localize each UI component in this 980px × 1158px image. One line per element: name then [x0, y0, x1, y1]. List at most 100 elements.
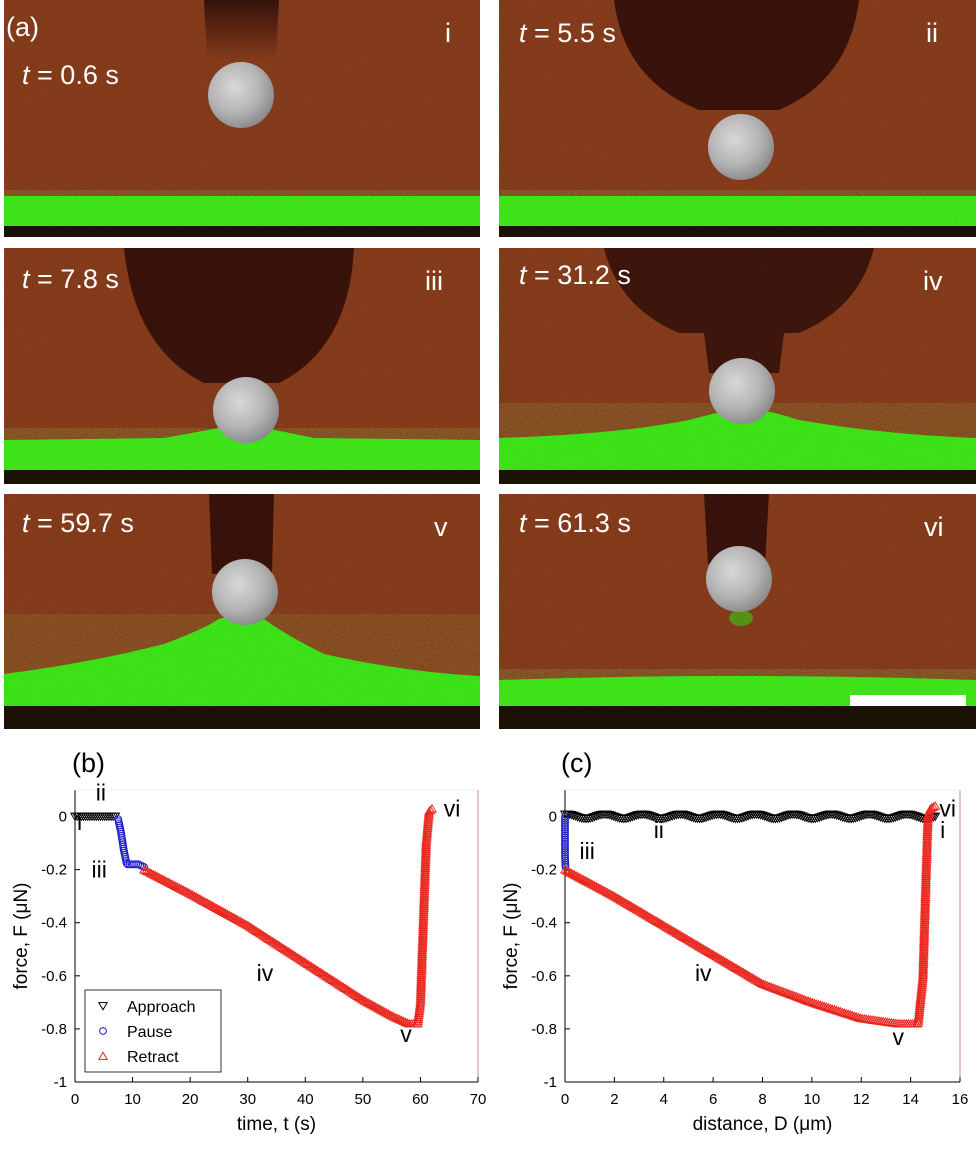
data-point [631, 811, 642, 821]
data-point [237, 917, 248, 927]
data-point [928, 802, 939, 811]
data-point [799, 813, 810, 822]
data-point [204, 899, 215, 908]
time-label: t = 5.5 s [519, 18, 616, 48]
data-point [674, 930, 686, 939]
data-point [396, 1015, 407, 1025]
data-point [629, 812, 640, 821]
data-point [760, 980, 771, 989]
data-point [415, 987, 426, 996]
data-point [574, 872, 585, 882]
data-point [292, 952, 303, 962]
data-point [801, 995, 812, 1005]
data-point [318, 969, 329, 979]
data-point [416, 957, 427, 967]
data-point [921, 856, 932, 866]
data-point [696, 943, 707, 952]
data-point [918, 942, 929, 952]
data-point [418, 915, 429, 925]
x-tick-label: 8 [758, 1091, 766, 1108]
data-point [415, 991, 426, 1001]
data-point [420, 863, 431, 873]
data-point [617, 896, 628, 905]
data-point [919, 919, 930, 929]
data-point [779, 987, 790, 997]
data-point [750, 975, 762, 984]
data-point [922, 831, 933, 841]
data-point [618, 897, 630, 906]
data-point [256, 929, 267, 939]
bead [709, 358, 775, 424]
data-point [419, 888, 430, 898]
data-point [416, 964, 427, 973]
data-point [416, 968, 427, 978]
data-point [705, 948, 716, 958]
data-point [559, 864, 571, 874]
data-point [856, 812, 867, 821]
data-point [176, 884, 187, 893]
data-point [578, 874, 589, 884]
data-point [309, 963, 320, 973]
data-point [322, 971, 333, 981]
y-tick-label: -0.2 [41, 862, 67, 879]
data-point [681, 811, 693, 821]
data-point [922, 823, 933, 832]
y-axis-label: force, F (μN) [11, 882, 32, 989]
series-retract [559, 801, 941, 1028]
data-point [392, 1013, 403, 1023]
data-point [691, 939, 702, 949]
data-point [797, 994, 808, 1003]
data-point [198, 896, 209, 905]
data-point [671, 928, 682, 937]
data-point [357, 994, 368, 1004]
force-time-chart: 0 10 20 30 40 50 60 70 -1 -0.8 -0.6 -0.4 -0.2 0 time, … [11, 780, 486, 1135]
data-point [412, 1016, 423, 1026]
annotation-ii: ii [654, 817, 664, 843]
data-point [918, 955, 929, 964]
frame-i: (a) t = 0.6 s i [4, 0, 480, 237]
frame-vi: t = 61.3 s vi [499, 494, 976, 729]
data-point [415, 989, 426, 999]
data-point [417, 936, 428, 946]
micrograph-ii [499, 0, 976, 237]
data-point [285, 948, 296, 957]
data-point [740, 812, 752, 822]
data-point [372, 1002, 383, 1012]
data-point [636, 907, 648, 917]
data-point [167, 879, 178, 889]
data-point [311, 965, 322, 974]
data-point [242, 920, 253, 930]
data-point [658, 920, 669, 930]
data-point [914, 1005, 925, 1015]
data-point [313, 966, 324, 975]
x-tick-label: 0 [561, 1091, 569, 1108]
data-point [919, 917, 930, 927]
data-point [922, 835, 933, 845]
data-point [922, 825, 933, 834]
data-point [676, 931, 687, 940]
data-point [155, 873, 166, 883]
data-point [320, 970, 331, 980]
data-point [144, 867, 155, 877]
data-point [576, 873, 587, 883]
data-point [919, 907, 931, 916]
data-point [777, 986, 788, 996]
time-label: t = 31.2 s [519, 260, 631, 290]
data-point [205, 900, 217, 909]
data-point [417, 947, 428, 957]
data-point [642, 910, 653, 920]
data-point [418, 920, 429, 929]
data-point [600, 886, 611, 896]
data-point [919, 913, 930, 922]
data-point [398, 1016, 409, 1025]
data-point [422, 823, 433, 833]
data-point [422, 821, 433, 831]
data-point [909, 811, 920, 821]
data-point [917, 974, 928, 983]
data-point [570, 812, 581, 821]
data-point [251, 926, 262, 935]
data-point [647, 914, 658, 923]
data-point [253, 927, 264, 937]
data-point [776, 813, 787, 823]
data-point [415, 997, 426, 1007]
